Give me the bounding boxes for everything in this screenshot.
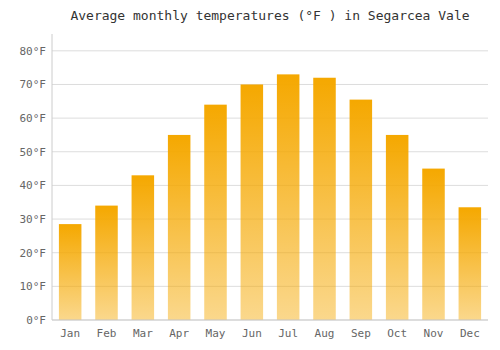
y-tick-label: 10°F [20, 280, 47, 293]
y-tick-label: 60°F [20, 112, 47, 125]
bar [204, 105, 227, 320]
bar [132, 175, 155, 320]
x-tick-label: Apr [169, 327, 189, 340]
grid-line [52, 118, 488, 119]
y-tick-label: 20°F [20, 247, 47, 260]
bars [59, 74, 481, 320]
x-tick-label: Jun [242, 327, 262, 340]
chart: Average monthly temperatures (°F ) in Se… [0, 0, 500, 350]
bar [459, 207, 482, 320]
y-tick-label: 80°F [20, 45, 47, 58]
y-tick-label: 40°F [20, 179, 47, 192]
y-tick-label: 30°F [20, 213, 47, 226]
x-tick-label: Jan [60, 327, 80, 340]
bar [422, 169, 445, 320]
bar [95, 206, 118, 320]
x-tick-label: May [206, 327, 226, 340]
bar [241, 84, 264, 320]
grid [52, 51, 488, 320]
bar [350, 100, 373, 320]
x-tick-label: Nov [424, 327, 444, 340]
y-tick-label: 50°F [20, 146, 47, 159]
y-axis-line [52, 34, 53, 320]
x-tick-label: Dec [460, 327, 480, 340]
bar [59, 224, 82, 320]
grid-line [52, 50, 488, 51]
x-tick-label: Feb [97, 327, 117, 340]
grid-line [52, 84, 488, 85]
bar [313, 78, 336, 320]
title: Average monthly temperatures (°F ) in Se… [70, 8, 469, 23]
x-tick-label: Aug [315, 327, 335, 340]
x-tick-label: Oct [387, 327, 407, 340]
grid-line [52, 151, 488, 152]
grid-line [52, 320, 488, 321]
x-tick-label: Jul [278, 327, 298, 340]
x-tick-label: Sep [351, 327, 371, 340]
bar [386, 135, 409, 320]
y-tick-label: 0°F [26, 314, 46, 327]
x-tick-label: Mar [133, 327, 153, 340]
bar [277, 74, 300, 320]
y-tick-label: 70°F [20, 78, 47, 91]
x-axis-line [52, 320, 488, 321]
bar [168, 135, 191, 320]
